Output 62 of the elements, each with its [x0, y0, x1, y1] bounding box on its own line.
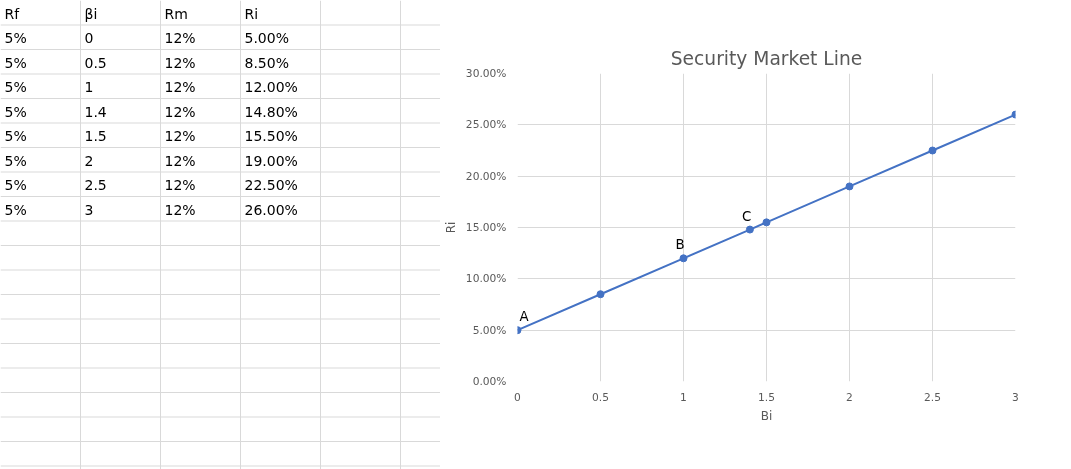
text: 14.80% [244, 103, 298, 120]
text: 3 [84, 201, 94, 218]
text: 1 [84, 79, 94, 96]
text: 26.00% [244, 201, 298, 218]
text: 5.00% [244, 30, 289, 47]
y-tick-label: 10.00% [465, 272, 507, 286]
x-tick-label: 2 [846, 390, 853, 404]
text: 1.5 [84, 128, 107, 145]
y-tick-label: 0.00% [472, 375, 507, 388]
text: 22.50% [244, 177, 298, 194]
text: 19.00% [244, 152, 298, 169]
x-axis-title: Bi [760, 408, 773, 423]
text: 0 [84, 30, 94, 47]
text: 2 [84, 152, 94, 169]
text: 12% [164, 54, 196, 71]
x-tick-label: 2.5 [924, 390, 941, 404]
text: 12% [164, 177, 196, 194]
point [762, 218, 771, 227]
y-tick-label: 25.00% [465, 118, 507, 132]
point [745, 225, 754, 234]
text: 12% [164, 30, 196, 47]
annotation: C [741, 208, 752, 224]
text: 5% [4, 128, 27, 145]
text: 12% [164, 79, 196, 96]
text: 5% [4, 177, 27, 194]
text: 12% [164, 103, 196, 120]
text: Ri [244, 5, 259, 22]
x-tick-label: 1.5 [758, 390, 775, 404]
text: Rm [164, 5, 188, 22]
text: 5% [4, 201, 27, 218]
annotation: A [519, 309, 529, 325]
text: 12% [164, 201, 196, 218]
y-tick-label: 20.00% [465, 169, 507, 183]
annotation: B [675, 237, 685, 253]
text: 5% [4, 54, 27, 71]
text: 12% [164, 152, 196, 169]
y-tick-label: 30.00% [465, 67, 507, 80]
y-axis-title: Ri [443, 221, 458, 234]
text: βi [84, 5, 98, 22]
text: 8.50% [244, 54, 289, 71]
chart-title: Security Market Line [670, 47, 863, 69]
text: 12.00% [244, 79, 298, 96]
y-tick-label: 15.00% [465, 221, 507, 234]
x-tick-label: 0.5 [592, 390, 609, 404]
x-tick-label: 3 [1012, 390, 1019, 404]
text: Rf [4, 5, 21, 22]
text: 1.4 [84, 103, 107, 120]
text: 5% [4, 103, 27, 120]
point [928, 146, 937, 155]
text: 5% [4, 30, 27, 47]
point [596, 290, 605, 299]
point [679, 254, 688, 263]
text: 5% [4, 152, 27, 169]
point [845, 182, 854, 191]
x-tick-label: 1 [680, 390, 687, 404]
text: 12% [164, 128, 196, 145]
y-tick-label: 5.00% [472, 323, 507, 337]
x-tick-label: 0 [514, 390, 522, 404]
text: 5% [4, 79, 27, 96]
text: 15.50% [244, 128, 298, 145]
text: 2.5 [84, 177, 107, 194]
text: 0.5 [84, 54, 107, 71]
